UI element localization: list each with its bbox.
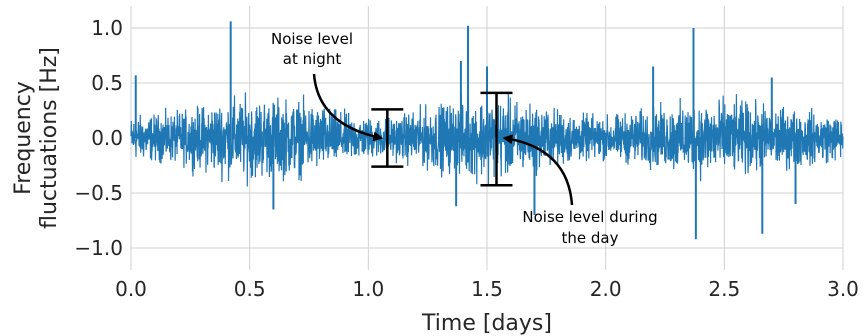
annotation-night-line1: Noise level: [271, 30, 353, 48]
series-line: [130, 21, 844, 240]
y-tick-label: −0.5: [74, 181, 123, 205]
y-axis-label-line1: Frequency: [11, 81, 36, 195]
x-tick-label: 2.0: [590, 277, 622, 301]
y-axis-label-line2: fluctuations [Hz]: [37, 47, 62, 229]
y-tick-label: 0.5: [91, 71, 123, 95]
annotation-day-line2: the day: [562, 229, 619, 247]
x-tick-label: 3.0: [827, 277, 859, 301]
annotation-night-arrow: [312, 73, 384, 142]
annotation-night-line2: at night: [283, 50, 342, 68]
x-tick-label: 1.0: [352, 277, 384, 301]
x-tick-label: 0.5: [234, 277, 266, 301]
x-tick-label: 0.0: [115, 277, 147, 301]
y-tick-label: 0.0: [91, 126, 123, 150]
y-tick-label: −1.0: [74, 236, 123, 260]
y-tick-label: 1.0: [91, 16, 123, 40]
x-axis-label: Time [days]: [421, 311, 552, 336]
annotation-day-line1: Noise level during: [522, 208, 657, 226]
tick-labels: 0.0 0.5 1.0 1.5 2.0 2.5 3.0 1.0 0.5 0.0 −0.5 −1.0: [74, 16, 858, 301]
x-tick-label: 2.5: [708, 277, 740, 301]
annotation-day-arrow: [502, 134, 574, 206]
annotations: Noise level at night Noise level during the…: [271, 30, 658, 247]
x-tick-label: 1.5: [471, 277, 503, 301]
